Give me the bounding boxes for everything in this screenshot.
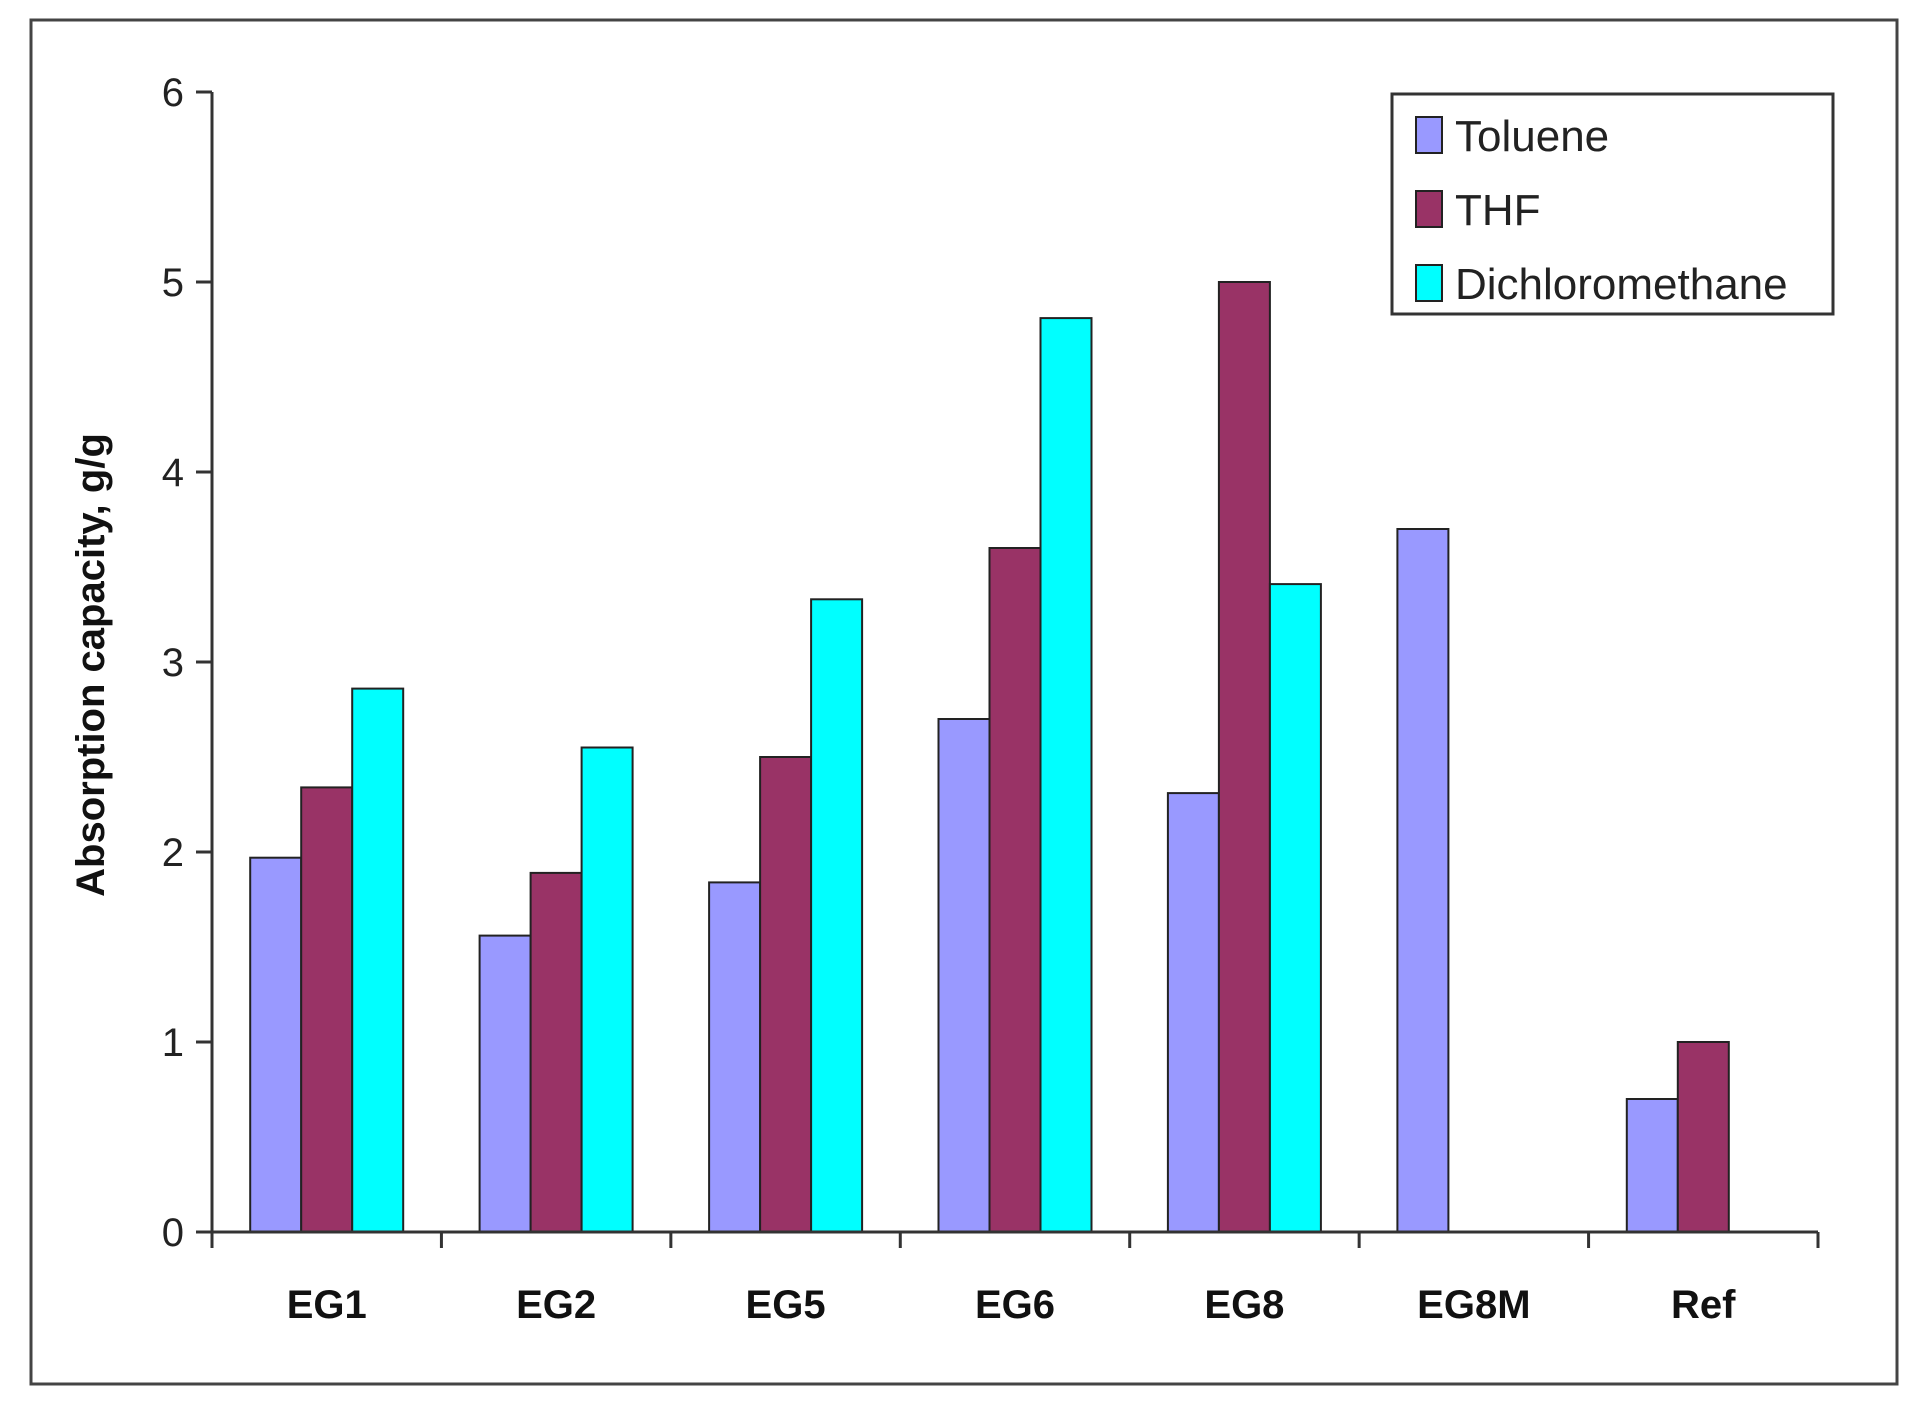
bar-eg8m-toluene bbox=[1396, 528, 1450, 1233]
y-tick-label-5: 5 bbox=[162, 261, 184, 305]
bar-eg8-dichloromethane bbox=[1268, 583, 1322, 1233]
bar-eg1-dichloromethane bbox=[351, 687, 405, 1233]
legend-swatch-thf bbox=[1415, 190, 1443, 228]
bar-eg1-toluene bbox=[249, 856, 303, 1233]
x-category-label-eg8: EG8 bbox=[1204, 1283, 1284, 1327]
legend-label-thf: THF bbox=[1455, 186, 1541, 235]
y-tick-label-6: 6 bbox=[162, 71, 184, 115]
bar-eg5-thf bbox=[759, 756, 813, 1233]
x-category-label-eg6: EG6 bbox=[975, 1283, 1055, 1327]
x-category-label-eg2: EG2 bbox=[516, 1283, 596, 1327]
bar-eg8-toluene bbox=[1166, 792, 1220, 1233]
bar-eg5-dichloromethane bbox=[810, 598, 864, 1233]
y-tick-label-0: 0 bbox=[162, 1211, 184, 1255]
y-tick-label-1: 1 bbox=[162, 1021, 184, 1065]
bar-eg2-dichloromethane bbox=[580, 746, 634, 1233]
bar-eg6-toluene bbox=[937, 718, 991, 1233]
bar-eg6-dichloromethane bbox=[1039, 317, 1093, 1234]
bar-eg2-thf bbox=[529, 871, 583, 1234]
axes-layer: 0 1 2 3 4 5 6 EG1 EG2 EG5 EG6 EG8 EG8M Ref bbox=[162, 71, 1820, 1327]
bar-eg5-toluene bbox=[708, 881, 762, 1234]
bar-eg6-thf bbox=[988, 547, 1042, 1233]
bar-ref-toluene bbox=[1625, 1098, 1679, 1233]
y-tick-label-3: 3 bbox=[162, 641, 184, 685]
bar-eg8-thf bbox=[1217, 281, 1271, 1233]
legend-label-dichloromethane: Dichloromethane bbox=[1455, 260, 1788, 309]
legend-box bbox=[1390, 92, 1835, 316]
y-axis-title: Absorption capacity, g/g bbox=[69, 433, 113, 897]
legend: Toluene THF Dichloromethane bbox=[1390, 92, 1835, 316]
y-tick-label-4: 4 bbox=[162, 451, 184, 495]
legend-label-toluene: Toluene bbox=[1455, 112, 1609, 161]
legend-swatch-toluene bbox=[1415, 116, 1443, 154]
x-category-label-eg8m: EG8M bbox=[1417, 1283, 1530, 1327]
x-category-label-ref: Ref bbox=[1671, 1283, 1736, 1327]
x-category-label-eg1: EG1 bbox=[287, 1283, 367, 1327]
bars-layer bbox=[249, 281, 1730, 1234]
bar-eg1-thf bbox=[300, 786, 354, 1234]
bar-ref-thf bbox=[1676, 1041, 1730, 1233]
legend-swatch-dichloromethane bbox=[1415, 264, 1443, 302]
x-category-label-eg5: EG5 bbox=[746, 1283, 826, 1327]
bar-eg2-toluene bbox=[478, 934, 532, 1233]
y-tick-label-2: 2 bbox=[162, 831, 184, 875]
